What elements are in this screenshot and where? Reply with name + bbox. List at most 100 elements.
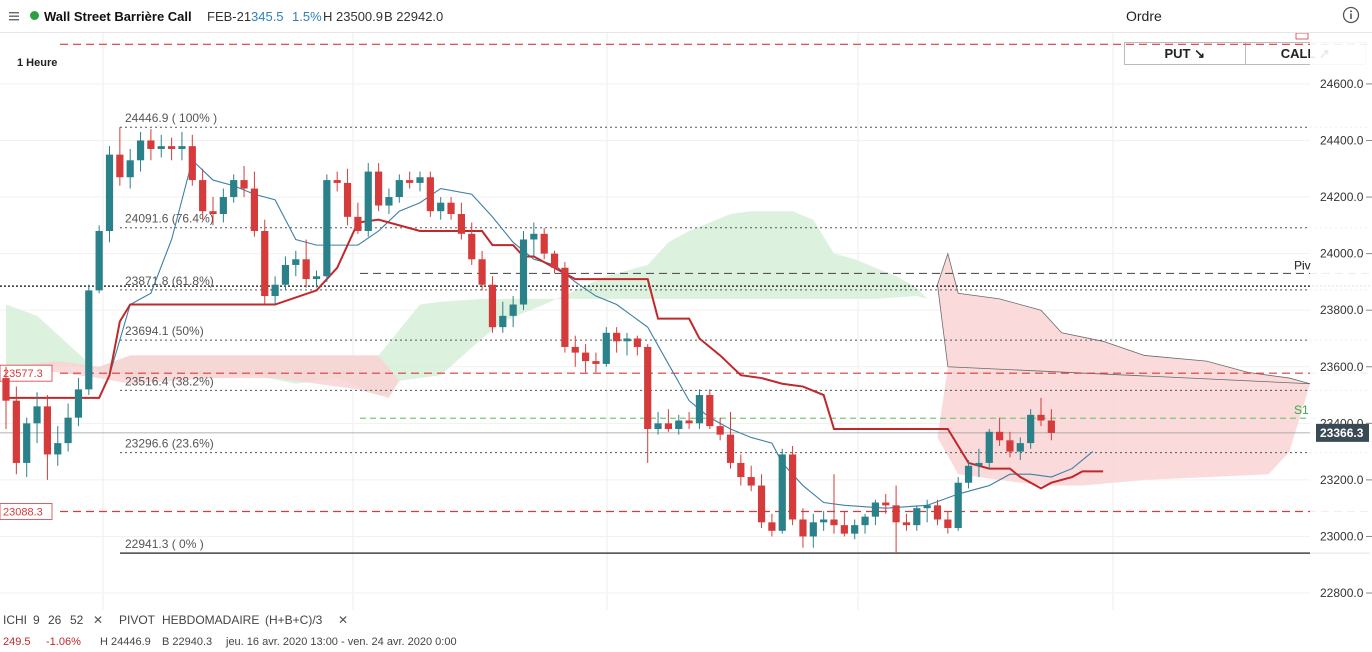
candle-body [116, 154, 124, 178]
candle-body [923, 505, 931, 509]
r1-tag-marker [1295, 33, 1309, 40]
candle-body [964, 465, 973, 483]
candle-body [209, 211, 217, 215]
candle-body [499, 315, 507, 328]
fibonacci-level-label: 23694.1 (50%) [125, 324, 204, 338]
candle-body [343, 182, 352, 217]
pivot-price-box [0, 503, 53, 520]
candle-body [571, 346, 579, 353]
candle-body [406, 180, 414, 183]
fibonacci-level-label: 23871.8 (61.8%) [125, 274, 214, 288]
candle-body [395, 180, 403, 198]
candle-body [985, 431, 993, 463]
candle-body [416, 177, 424, 183]
fibonacci-level-label: 24091.6 (76.4%) [125, 212, 214, 226]
candle-body [1027, 414, 1035, 444]
candle-body [592, 361, 600, 364]
candle-body [230, 180, 238, 198]
candle-body [199, 180, 207, 212]
candle-body [602, 332, 610, 364]
candle-body [550, 253, 559, 268]
pivot-formula: (H+B+C)/3 [265, 613, 323, 627]
candle-body [975, 462, 983, 466]
candle-body [892, 505, 900, 523]
pivot-price-label: 23088.3 [3, 506, 43, 518]
candle-body [168, 146, 176, 149]
put-button[interactable]: PUT ↘ [1164, 46, 1205, 61]
status-range: jeu. 16 avr. 2020 13:00 - ven. 24 avr. 2… [226, 636, 457, 648]
instrument-expiry: FEB-21 [207, 9, 252, 24]
timeframe-label[interactable]: 1 Heure [17, 57, 58, 69]
candle-body [437, 202, 445, 212]
candle-body [809, 522, 817, 537]
candle-body [85, 290, 93, 390]
candle-body [74, 389, 83, 418]
candle-body [757, 485, 766, 523]
price-axis-label: 23000.0 [1320, 529, 1364, 543]
fibonacci-level-label: 23516.4 (38.2%) [125, 374, 214, 388]
candle-body [188, 146, 196, 181]
candle-body [996, 431, 1004, 441]
pivot-mode: HEBDOMADAIRE [162, 613, 260, 627]
candle-body [871, 502, 879, 517]
candle-body [644, 346, 652, 429]
fibonacci-level-label: 22941.3 ( 0% ) [125, 537, 204, 551]
pivot-name[interactable]: PIVOT [119, 613, 156, 627]
candle-body [1016, 443, 1024, 452]
kijun-sen-line [6, 218, 1104, 490]
fibonacci-level-label: 23296.6 (23.6%) [125, 437, 214, 451]
menu-icon[interactable] [8, 10, 20, 22]
candle-body [43, 406, 51, 455]
candle-body [95, 230, 103, 291]
ichimoku-name[interactable]: ICHI [3, 613, 27, 627]
candle-body [633, 338, 641, 347]
candle-body [675, 420, 683, 429]
info-icon[interactable] [1342, 6, 1360, 24]
candle-body [147, 140, 155, 149]
price-axis-background [1310, 33, 1372, 610]
ichimoku-param-3: 52 [70, 613, 84, 627]
candle-body [312, 276, 321, 280]
candle-body [778, 454, 786, 531]
candle-body [861, 516, 869, 526]
instrument-name[interactable]: Wall Street Barrière Call [44, 9, 192, 24]
candle-body [12, 400, 20, 463]
candle-body [426, 177, 434, 212]
order-title: Ordre [1126, 8, 1162, 24]
candle-body [261, 230, 269, 297]
fibonacci-level-label: 24446.9 ( 100% ) [125, 111, 217, 125]
pivot-level-label: Piv [1294, 258, 1311, 272]
candle-body [582, 352, 590, 362]
pivot-level-label: S1 [1294, 403, 1309, 417]
candle-body [457, 214, 465, 234]
candle-body [954, 482, 962, 528]
status-high: H 24446.9 [100, 636, 151, 648]
candle-body [281, 264, 290, 285]
candle-body [851, 525, 859, 534]
candle-body [178, 146, 186, 149]
candle-body [820, 519, 828, 523]
candle-body [540, 233, 548, 254]
ichimoku-param-2: 26 [48, 613, 62, 627]
price-change: 345.5 [251, 9, 284, 24]
candle-body [768, 522, 776, 531]
candle-body [364, 171, 372, 231]
senkou-b-line [937, 252, 1311, 385]
bid-price: B 22942.0 [384, 9, 444, 24]
candle-body [747, 477, 755, 486]
current-price-tag [1316, 423, 1369, 442]
close-pivot-icon[interactable]: ✕ [338, 613, 349, 627]
close-ichimoku-icon[interactable]: ✕ [93, 613, 104, 627]
candle-body [478, 259, 486, 285]
candle-body [302, 259, 310, 280]
price-axis-label: 24400.0 [1320, 133, 1364, 147]
candle-body [468, 233, 476, 260]
price-chart[interactable]: 24446.9 ( 100% ) 24091.6 (76.4%) 23871.8 (… [0, 33, 1372, 611]
candle-body [706, 395, 714, 427]
candle-body [1037, 414, 1045, 421]
candle-body [64, 417, 72, 444]
candle-body [664, 423, 672, 429]
status-last: 249.5 [3, 636, 31, 648]
candle-body [944, 519, 952, 528]
pivot-level-label: S1 [1294, 403, 1309, 417]
